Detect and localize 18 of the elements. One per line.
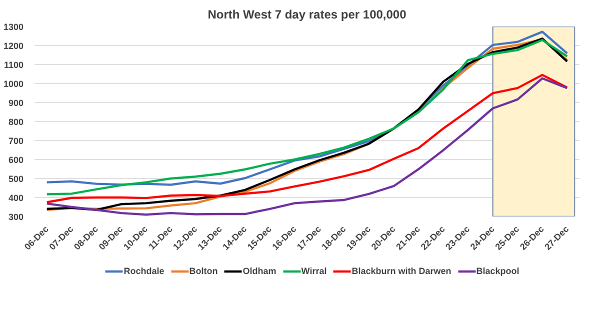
y-tick-label: 1200 (3, 41, 24, 51)
legend-label: Bolton (189, 266, 218, 276)
legend-label: Rochdale (124, 266, 164, 276)
y-tick-label: 800 (8, 117, 24, 127)
y-tick-label: 1300 (3, 22, 24, 32)
y-tick-label: 1100 (4, 60, 24, 70)
y-tick-label: 400 (8, 193, 24, 203)
y-tick-label: 300 (8, 212, 24, 222)
y-tick-label: 1000 (3, 79, 24, 89)
legend-label: Oldham (242, 266, 276, 276)
legend-label: Wirral (301, 266, 327, 276)
legend-label: Blackburn with Darwen (352, 266, 452, 276)
y-tick-label: 700 (8, 136, 24, 146)
y-tick-label: 500 (8, 174, 24, 184)
legend-label: Blackpool (476, 266, 520, 276)
chart-title: North West 7 day rates per 100,000 (208, 8, 407, 22)
y-tick-label: 900 (8, 98, 24, 108)
y-tick-label: 600 (8, 155, 24, 165)
